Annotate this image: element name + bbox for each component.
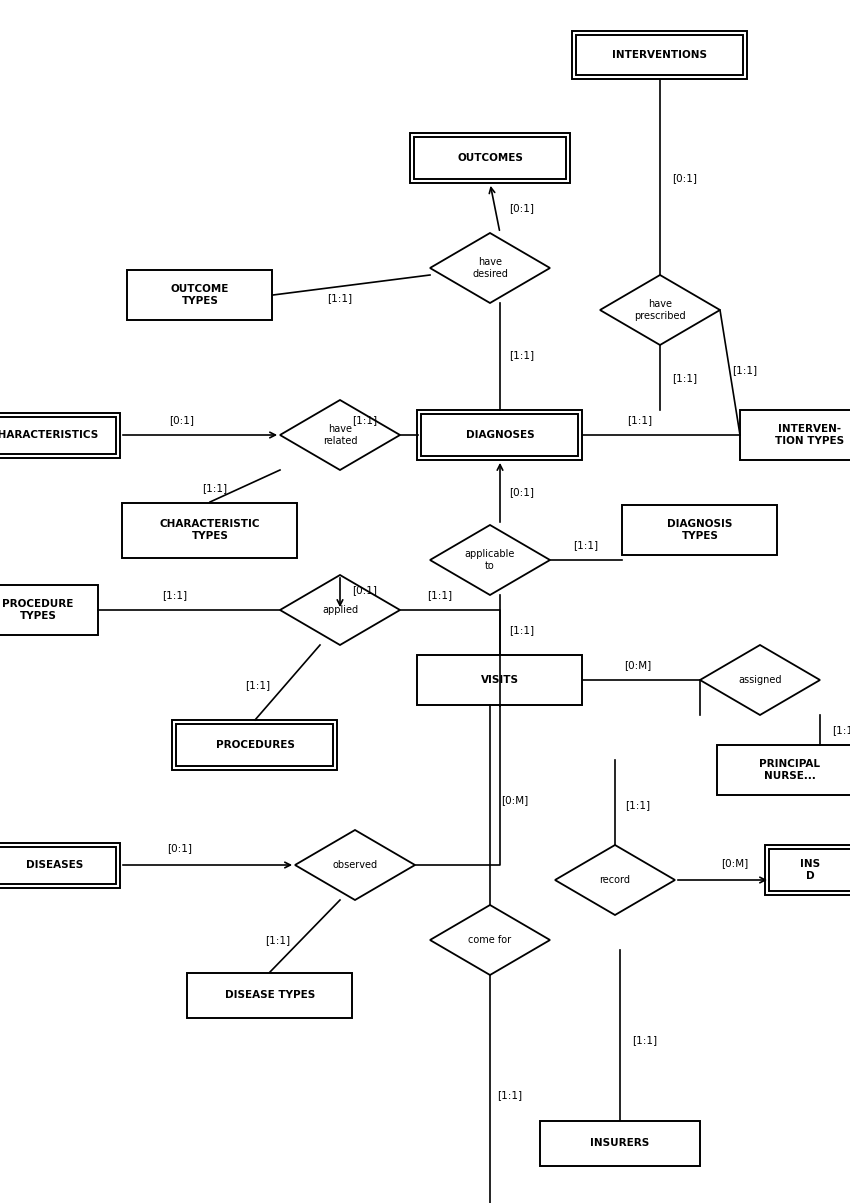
Text: [1:1]: [1:1] (632, 1035, 658, 1045)
Text: CHARACTERISTIC
TYPES: CHARACTERISTIC TYPES (160, 520, 260, 541)
Text: [1:1]: [1:1] (574, 540, 598, 550)
Polygon shape (430, 905, 550, 974)
Text: come for: come for (468, 935, 512, 946)
Polygon shape (600, 275, 720, 345)
Text: [0:1]: [0:1] (509, 203, 535, 213)
Text: PROCEDURE
TYPES: PROCEDURE TYPES (3, 599, 74, 621)
Text: record: record (599, 875, 631, 885)
Bar (410, 134, 570, 183)
Bar (122, 503, 298, 557)
Text: applied: applied (322, 605, 358, 615)
Text: [1:1]: [1:1] (327, 294, 353, 303)
Text: [1:1]: [1:1] (265, 935, 291, 946)
Text: [1:1]: [1:1] (246, 680, 270, 691)
Text: [1:1]: [1:1] (733, 365, 757, 375)
Text: have
related: have related (323, 425, 357, 446)
Text: OUTCOME
TYPES: OUTCOME TYPES (171, 284, 230, 306)
Bar (0, 413, 120, 457)
Text: INTERVEN-
TION TYPES: INTERVEN- TION TYPES (775, 425, 845, 446)
Bar (422, 414, 579, 456)
Text: [1:1]: [1:1] (626, 800, 650, 810)
Text: [1:1]: [1:1] (509, 350, 535, 360)
Text: [1:1]: [1:1] (202, 482, 228, 493)
Bar (417, 654, 582, 705)
Text: [1:1]: [1:1] (509, 626, 535, 635)
Polygon shape (280, 401, 400, 470)
Text: DIAGNOSIS
TYPES: DIAGNOSIS TYPES (667, 520, 733, 541)
Bar (576, 35, 744, 75)
Text: [1:1]: [1:1] (353, 415, 377, 425)
Text: [0:M]: [0:M] (722, 858, 749, 869)
Text: [0:M]: [0:M] (625, 660, 652, 670)
Polygon shape (700, 645, 820, 715)
Text: [1:1]: [1:1] (497, 1090, 523, 1100)
Text: INS
D: INS D (800, 859, 820, 881)
Bar (622, 505, 778, 555)
Bar (740, 410, 850, 460)
Polygon shape (555, 845, 675, 915)
Text: DISEASES: DISEASES (26, 860, 83, 870)
Text: [1:1]: [1:1] (832, 725, 850, 735)
Text: [0:1]: [0:1] (509, 487, 535, 497)
Text: observed: observed (332, 860, 377, 870)
Text: assigned: assigned (739, 675, 782, 685)
Text: [1:1]: [1:1] (627, 415, 653, 425)
Text: PRINCIPAL
NURSE...: PRINCIPAL NURSE... (760, 759, 820, 781)
Text: have
desired: have desired (472, 257, 508, 279)
Text: [0:1]: [0:1] (672, 173, 698, 183)
Bar (0, 847, 116, 883)
Bar (717, 745, 850, 795)
Text: [0:1]: [0:1] (353, 585, 377, 595)
Text: INSURERS: INSURERS (591, 1138, 649, 1148)
Text: [1:1]: [1:1] (428, 589, 452, 600)
Bar (414, 137, 566, 179)
Bar (417, 410, 582, 460)
Text: CHARACTERISTICS: CHARACTERISTICS (0, 429, 99, 440)
Text: [0:1]: [0:1] (167, 843, 192, 853)
Text: have
prescribed: have prescribed (634, 300, 686, 321)
Bar (0, 585, 98, 635)
Polygon shape (280, 575, 400, 645)
Bar (769, 849, 850, 891)
Text: [0:M]: [0:M] (502, 795, 529, 805)
Text: INTERVENTIONS: INTERVENTIONS (613, 51, 707, 60)
Text: OUTCOMES: OUTCOMES (457, 153, 523, 162)
Bar (177, 724, 333, 766)
Text: [1:1]: [1:1] (672, 373, 698, 383)
Text: applicable
to: applicable to (465, 550, 515, 570)
Text: DISEASE TYPES: DISEASE TYPES (225, 990, 315, 1000)
Polygon shape (430, 233, 550, 303)
Text: DIAGNOSES: DIAGNOSES (466, 429, 535, 440)
Bar (173, 721, 337, 770)
Bar (0, 416, 116, 454)
Bar (188, 972, 353, 1018)
Bar (765, 845, 850, 895)
Text: PROCEDURES: PROCEDURES (216, 740, 294, 749)
Polygon shape (295, 830, 415, 900)
Polygon shape (430, 525, 550, 595)
Text: VISITS: VISITS (481, 675, 519, 685)
Bar (573, 31, 747, 79)
Bar (0, 842, 120, 888)
Bar (128, 269, 273, 320)
Text: [1:1]: [1:1] (162, 589, 188, 600)
Bar (540, 1120, 700, 1166)
Text: [0:1]: [0:1] (169, 415, 195, 425)
